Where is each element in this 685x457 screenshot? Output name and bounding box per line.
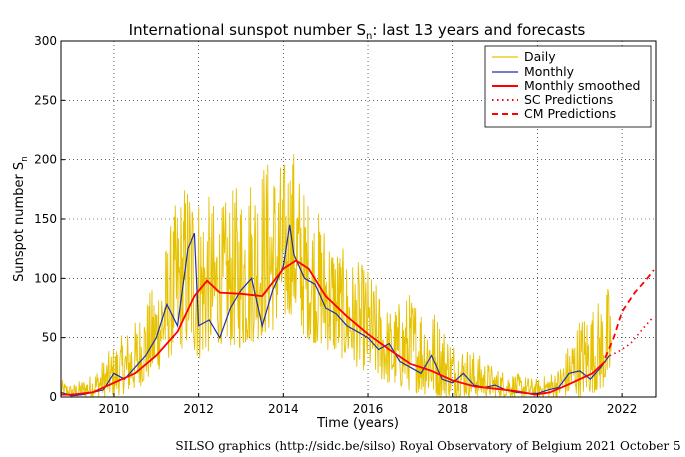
monthly-smoothed-line — [61, 259, 606, 396]
x-axis-label: Time (years) — [316, 416, 399, 431]
legend: Daily Monthly Monthly smoothed SC Predic… — [484, 45, 652, 128]
y-tick-label-4: 200 — [34, 153, 57, 167]
y-tick-label-0: 0 — [49, 390, 57, 404]
x-tick-label-6: 2022 — [607, 402, 638, 416]
y-axis-label-main: Sunspot number S — [12, 162, 27, 282]
cm-predictions-line — [604, 269, 655, 359]
x-tick-label-4: 2018 — [437, 402, 468, 416]
y-axis-label-subscript: n — [20, 156, 30, 162]
y-tick-label-2: 100 — [34, 271, 57, 285]
x-tick-label-1: 2012 — [183, 402, 214, 416]
y-tick-label-5: 250 — [34, 93, 57, 107]
legend-label-monthly: Monthly — [524, 64, 575, 79]
y-tick-label-6: 300 — [34, 34, 57, 48]
chart-title: International sunspot number Sn: last 13… — [129, 21, 586, 42]
legend-label-daily: Daily — [524, 49, 556, 64]
x-tick-label-0: 2010 — [99, 402, 130, 416]
y-tick-label-1: 50 — [42, 331, 57, 345]
daily-line — [60, 153, 612, 399]
x-axis: 2010 2012 2014 2016 2018 2020 2022 — [99, 393, 638, 416]
chart-title-subscript: n — [366, 31, 372, 42]
credit-text: SILSO graphics (http://sidc.be/silso) Ro… — [175, 439, 680, 453]
x-tick-label-2: 2014 — [268, 402, 299, 416]
monthly-line — [60, 224, 610, 397]
daily-series — [60, 153, 612, 399]
chart-title-main: International sunspot number S — [129, 21, 366, 39]
legend-label-cm: CM Predictions — [524, 106, 616, 121]
y-tick-label-3: 150 — [34, 212, 57, 226]
legend-label-sc: SC Predictions — [524, 92, 613, 107]
prediction-series — [604, 269, 655, 359]
x-tick-label-5: 2020 — [522, 402, 553, 416]
chart-title-rest: : last 13 years and forecasts — [372, 21, 585, 39]
monthly-smoothed-series — [61, 259, 606, 396]
y-axis-label: Sunspot number Sn — [12, 156, 30, 282]
legend-label-smoothed: Monthly smoothed — [524, 78, 640, 93]
monthly-series — [60, 224, 610, 397]
x-tick-label-3: 2016 — [353, 402, 384, 416]
y-axis: 0 50 100 150 200 250 300 — [34, 34, 65, 404]
